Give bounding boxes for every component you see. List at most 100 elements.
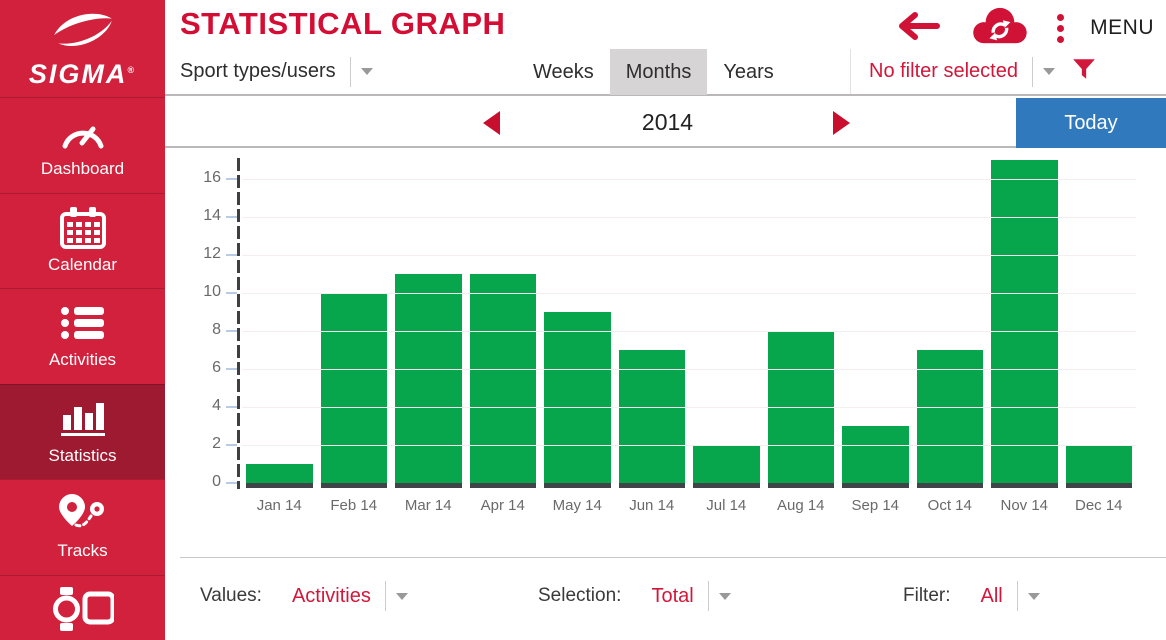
sidebar-item-dashboard[interactable]: Dashboard: [0, 97, 165, 193]
gridline: [242, 293, 1136, 294]
y-tick-mark: [226, 444, 237, 446]
x-tick-label: Oct 14: [927, 497, 972, 514]
x-tick-label: Aug 14: [776, 497, 825, 514]
header-actions: MENU: [891, 7, 1154, 47]
values-dropdown[interactable]: Values: Activities: [200, 581, 408, 611]
sport-types-users-value: Sport types/users: [180, 60, 336, 82]
y-tick-mark: [226, 482, 237, 484]
bar-baseline-segment: [991, 483, 1058, 488]
bar-slot: [689, 148, 764, 488]
filter-value: All: [980, 584, 1003, 607]
chevron-down-icon: [384, 581, 408, 611]
kebab-menu-icon[interactable]: [1057, 13, 1065, 43]
gridline: [242, 255, 1136, 256]
gridline: [242, 179, 1136, 180]
values-value: Activities: [291, 584, 371, 607]
chevron-down-icon: [1031, 56, 1055, 87]
route-pin-icon: [58, 493, 107, 535]
cloud-sync-button[interactable]: [967, 5, 1031, 52]
bar-baseline-segment: [618, 483, 685, 488]
bar: [991, 160, 1058, 483]
y-tick-label: 0: [212, 473, 221, 490]
bar-slot: [540, 148, 615, 488]
funnel-filter-icon[interactable]: [1071, 56, 1097, 87]
y-tick-mark: [226, 330, 237, 332]
list-icon: [60, 302, 106, 344]
y-tick-mark: [226, 216, 237, 218]
footer-controls: Values: Activities Selection: Total Filt…: [165, 557, 1166, 640]
devices-icon: [52, 586, 114, 631]
bar-slot: [242, 148, 317, 488]
filter-dropdown-value: No filter selected: [869, 60, 1018, 82]
bar: [469, 274, 536, 483]
bar-slot: [913, 148, 988, 488]
bar-baseline-segment: [767, 483, 834, 488]
bar-chart-icon: [60, 398, 106, 440]
sidebar-item-tracks[interactable]: Tracks: [0, 479, 165, 575]
back-arrow-button[interactable]: [891, 11, 941, 45]
y-tick-mark: [226, 254, 237, 256]
bar: [320, 293, 387, 483]
filter-label: Filter:: [903, 585, 951, 606]
chevron-down-icon: [707, 581, 731, 611]
main-area: STATISTICAL GRAPH: [165, 0, 1166, 640]
x-tick-label: Sep 14: [851, 497, 900, 514]
sidebar-item-activities[interactable]: Activities: [0, 288, 165, 384]
bar: [246, 464, 313, 483]
bar: [395, 274, 462, 483]
bar-baseline-segment: [320, 483, 387, 488]
filter-dropdown[interactable]: No filter selected: [850, 49, 1166, 94]
today-button[interactable]: Today: [1016, 98, 1166, 148]
sidebar-item-label: Calendar: [48, 254, 117, 274]
x-tick-label: Jan 14: [256, 497, 302, 514]
bar-baseline-segment: [693, 483, 760, 488]
gridline: [242, 407, 1136, 408]
sigma-logo[interactable]: SIGMA®: [0, 0, 165, 97]
tab-years[interactable]: Years: [723, 60, 774, 83]
brand-wordmark: SIGMA®: [28, 58, 137, 89]
bar-baseline-segment: [544, 483, 611, 488]
selection-label: Selection:: [538, 585, 622, 606]
calendar-icon: [59, 206, 107, 249]
y-tick-mark: [226, 178, 237, 180]
bar-slot: [466, 148, 541, 488]
sidebar-item-devices[interactable]: [0, 574, 165, 640]
bar-slot: [615, 148, 690, 488]
next-period-arrow[interactable]: [833, 111, 850, 135]
selection-dropdown[interactable]: Selection: Total: [538, 581, 731, 611]
y-tick-label: 16: [203, 169, 221, 186]
sidebar-item-calendar[interactable]: Calendar: [0, 192, 165, 289]
x-tick-label: May 14: [552, 497, 602, 514]
tab-months[interactable]: Months: [609, 49, 708, 95]
gridline: [242, 217, 1136, 218]
bar-baseline-segment: [916, 483, 983, 488]
bar-chart: Jan 14 Feb 14 Mar 14 Apr 14 May 14 Jun 14 Jul …: [165, 148, 1166, 557]
previous-period-arrow[interactable]: [483, 111, 500, 135]
x-tick-label: Jun 14: [629, 497, 675, 514]
filter-dropdown-footer[interactable]: Filter: All: [903, 581, 1040, 611]
tab-weeks[interactable]: Weeks: [533, 60, 594, 83]
sidebar-item-label: Activities: [48, 350, 117, 370]
bar-slot: [987, 148, 1062, 488]
chevron-down-icon: [1016, 581, 1040, 611]
page-title: STATISTICAL GRAPH: [180, 6, 506, 41]
bar: [916, 350, 983, 483]
period-tabs: Weeks Months Years: [517, 49, 790, 95]
bar-baseline-segment: [246, 483, 313, 488]
x-tick-label: Mar 14: [404, 497, 452, 514]
bars-container: [242, 148, 1136, 488]
bar: [693, 445, 760, 483]
x-tick-label: Apr 14: [480, 497, 525, 514]
bar-slot: [317, 148, 392, 488]
bar-baseline-segment: [1065, 483, 1132, 488]
y-tick-mark: [226, 368, 237, 370]
sidebar-item-statistics[interactable]: Statistics: [0, 383, 165, 479]
x-tick-label: Feb 14: [330, 497, 378, 514]
y-tick-mark: [226, 292, 237, 294]
gridline: [242, 445, 1136, 446]
menu-button[interactable]: MENU: [1090, 16, 1154, 39]
current-period-label: 2014: [641, 108, 694, 135]
y-tick-label: 12: [203, 245, 221, 262]
sport-types-users-dropdown[interactable]: Sport types/users: [180, 49, 373, 94]
bar-baseline-segment: [395, 483, 462, 488]
